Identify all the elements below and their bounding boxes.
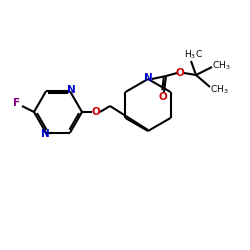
- Text: N: N: [144, 73, 152, 83]
- Text: F: F: [14, 98, 20, 108]
- Text: O: O: [176, 68, 184, 78]
- Text: N: N: [40, 129, 49, 139]
- Text: H$_3$C: H$_3$C: [184, 49, 203, 61]
- Text: N: N: [66, 85, 76, 95]
- Text: CH$_3$: CH$_3$: [210, 84, 228, 96]
- Text: O: O: [92, 107, 100, 117]
- Text: CH$_3$: CH$_3$: [212, 60, 230, 72]
- Text: O: O: [159, 92, 168, 102]
